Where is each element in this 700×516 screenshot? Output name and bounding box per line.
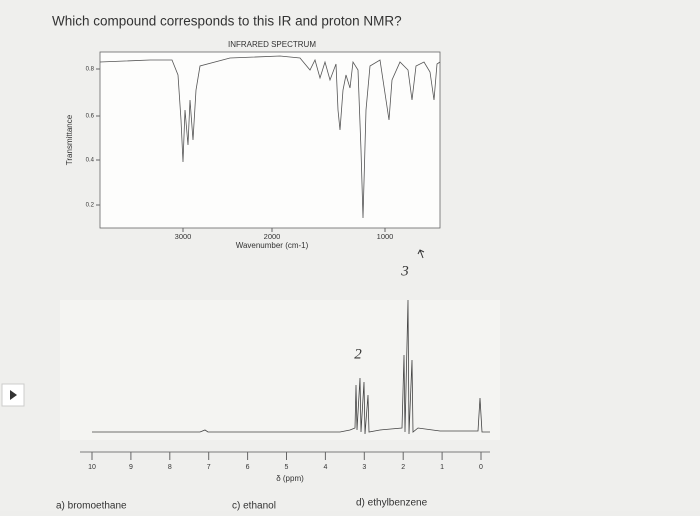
nmr-x-tick-label: 3 bbox=[362, 464, 366, 471]
handwritten-note: 3 bbox=[400, 263, 409, 279]
ir-x-tick-label: 1000 bbox=[377, 232, 394, 241]
nmr-x-tick-label: 5 bbox=[285, 464, 289, 471]
ir-title: INFRARED SPECTRUM bbox=[228, 40, 316, 49]
ir-y-tick-label: 0.8 bbox=[86, 67, 95, 73]
nmr-x-tick-label: 6 bbox=[246, 464, 250, 471]
option[interactable]: d) ethylbenzene bbox=[356, 498, 428, 509]
nmr-curve bbox=[92, 299, 490, 435]
ir-curve bbox=[99, 55, 441, 219]
ir-x-label: Wavenumber (cm-1) bbox=[236, 241, 309, 250]
ir-y-tick-label: 0.2 bbox=[86, 203, 95, 209]
nmr-x-tick-label: 4 bbox=[323, 464, 327, 471]
nmr-x-tick-label: 0 bbox=[479, 464, 483, 471]
nmr-x-tick-label: 8 bbox=[168, 464, 172, 471]
ir-y-tick-label: 0.6 bbox=[86, 114, 95, 120]
ir-frame bbox=[99, 51, 441, 229]
ir-y-tick-label: 0.4 bbox=[86, 158, 95, 164]
nmr-area bbox=[60, 300, 500, 440]
play-icon bbox=[10, 390, 17, 400]
nmr-x-tick-label: 2 bbox=[401, 464, 405, 471]
option[interactable]: a) bromoethane bbox=[56, 501, 127, 512]
nmr-x-tick-label: 9 bbox=[129, 464, 133, 471]
option[interactable]: c) ethanol bbox=[232, 501, 276, 512]
handwritten-note: 2 bbox=[354, 346, 362, 362]
nmr-x-label: δ (ppm) bbox=[276, 474, 304, 483]
arrow bbox=[417, 249, 425, 259]
question: Which compound corresponds to this IR an… bbox=[52, 14, 402, 29]
nmr-x-tick-label: 10 bbox=[88, 464, 96, 471]
ir-x-tick-label: 3000 bbox=[175, 232, 192, 241]
nmr-x-tick-label: 1 bbox=[440, 464, 444, 471]
nmr-x-tick-label: 7 bbox=[207, 464, 211, 471]
ir-x-tick-label: 2000 bbox=[264, 232, 281, 241]
ir-y-label: Transmittance bbox=[65, 114, 74, 165]
